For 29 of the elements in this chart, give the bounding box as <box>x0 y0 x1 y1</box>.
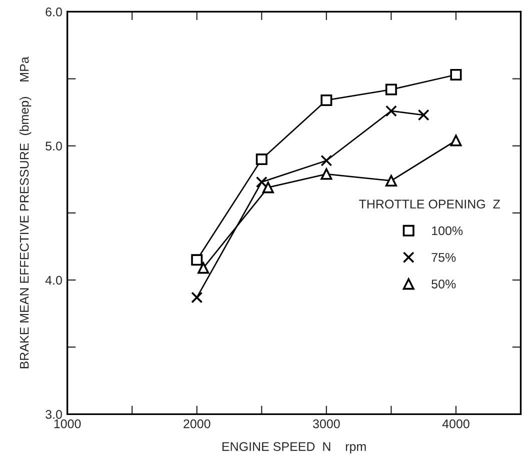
y-tick-label: 6.0 <box>46 8 62 16</box>
point <box>320 168 332 180</box>
legend-label: 100% <box>432 226 463 236</box>
point <box>385 174 397 187</box>
legend-label: 75% <box>432 253 456 262</box>
x-tick-label: 1000 <box>54 419 81 428</box>
point <box>450 68 462 81</box>
y-tick-label: 3.0 <box>46 410 62 419</box>
x-tick-label: 3000 <box>312 419 340 428</box>
x-axis-title: ENGINE SPEED N rpm <box>222 442 366 454</box>
x-tick-label: 2000 <box>184 419 210 428</box>
point <box>262 182 274 194</box>
point <box>450 134 462 146</box>
legend-label: 50% <box>432 280 456 288</box>
point <box>418 109 430 121</box>
y-axis-title: BRAKE MEAN EFFECTIVE PRESSURE (bmep) MPa <box>20 56 32 368</box>
point <box>256 154 268 166</box>
point <box>320 94 332 106</box>
y-tick-label: 5.0 <box>46 142 62 151</box>
point <box>385 84 397 96</box>
point <box>320 154 332 166</box>
point <box>191 292 203 304</box>
point <box>191 254 203 266</box>
y-tick-label: 4.0 <box>45 276 62 285</box>
x-tick-label: 4000 <box>442 419 470 428</box>
legend-title: THROTTLE OPENING Z <box>359 200 500 209</box>
point <box>256 176 268 188</box>
point <box>385 105 397 117</box>
point <box>198 262 210 274</box>
